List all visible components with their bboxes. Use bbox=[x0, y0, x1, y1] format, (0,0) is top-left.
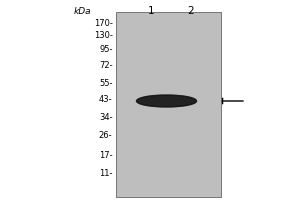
Text: 170-: 170- bbox=[94, 19, 112, 27]
Ellipse shape bbox=[136, 95, 196, 107]
Text: kDa: kDa bbox=[74, 6, 92, 16]
Text: 130-: 130- bbox=[94, 30, 112, 40]
Text: 55-: 55- bbox=[99, 78, 112, 88]
Text: 95-: 95- bbox=[99, 45, 112, 53]
Bar bbox=[116, 12, 220, 197]
Text: 1: 1 bbox=[148, 6, 155, 16]
Text: 11-: 11- bbox=[99, 170, 112, 178]
Text: 26-: 26- bbox=[99, 131, 112, 140]
Text: 72-: 72- bbox=[99, 60, 112, 70]
Text: 2: 2 bbox=[187, 6, 194, 16]
Text: 34-: 34- bbox=[99, 112, 112, 121]
Text: 17-: 17- bbox=[99, 151, 112, 160]
Text: 43-: 43- bbox=[99, 96, 112, 104]
